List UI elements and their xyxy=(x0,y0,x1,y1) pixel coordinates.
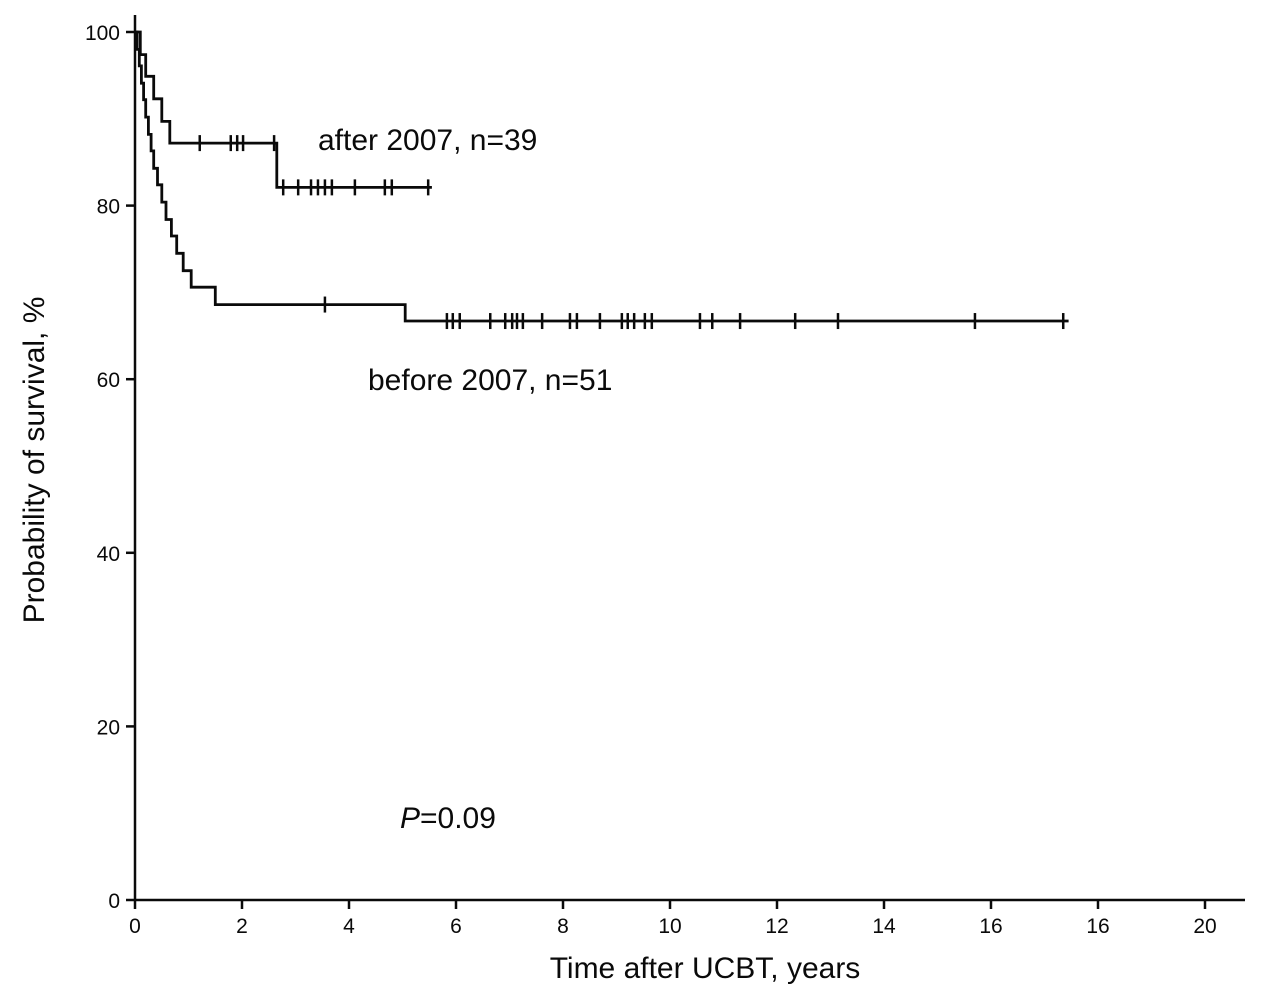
p-value-italic-p: P xyxy=(400,802,420,835)
p-value-annotation: P=0.09 xyxy=(400,802,496,835)
plot-area: 0 20 40 60 80 100 0 2 4 6 8 10 12 14 16 16 20 xyxy=(85,15,1245,938)
x-tick-label: 8 xyxy=(557,915,569,938)
x-tick-label: 16 xyxy=(1086,915,1109,938)
x-tick-label: 12 xyxy=(765,915,788,938)
x-tick-label: 14 xyxy=(872,915,896,938)
survival-curve xyxy=(135,30,1069,323)
series-label-after-2007: after 2007, n=39 xyxy=(318,124,537,157)
y-tick-label: 100 xyxy=(85,22,120,45)
y-tick-label: 80 xyxy=(97,196,120,219)
y-axis-label: Probability of survival, % xyxy=(18,297,51,624)
x-tick-label: 16 xyxy=(979,915,1002,938)
series-label-before-2007: before 2007, n=51 xyxy=(368,364,612,397)
x-tick-label: 10 xyxy=(658,915,681,938)
x-tick-label: 6 xyxy=(450,915,462,938)
x-tick-label: 4 xyxy=(343,915,355,938)
p-value-rest: =0.09 xyxy=(420,802,496,835)
y-tick-label: 40 xyxy=(97,543,120,566)
y-tick-label: 60 xyxy=(97,369,120,392)
x-tick-label: 2 xyxy=(236,915,248,938)
x-tick-label: 0 xyxy=(129,915,141,938)
x-axis-label: Time after UCBT, years xyxy=(550,952,861,985)
y-tick-label: 20 xyxy=(97,716,120,739)
survival-curve xyxy=(135,30,432,189)
x-tick-label: 20 xyxy=(1193,915,1216,938)
y-tick-label: 0 xyxy=(108,890,120,913)
